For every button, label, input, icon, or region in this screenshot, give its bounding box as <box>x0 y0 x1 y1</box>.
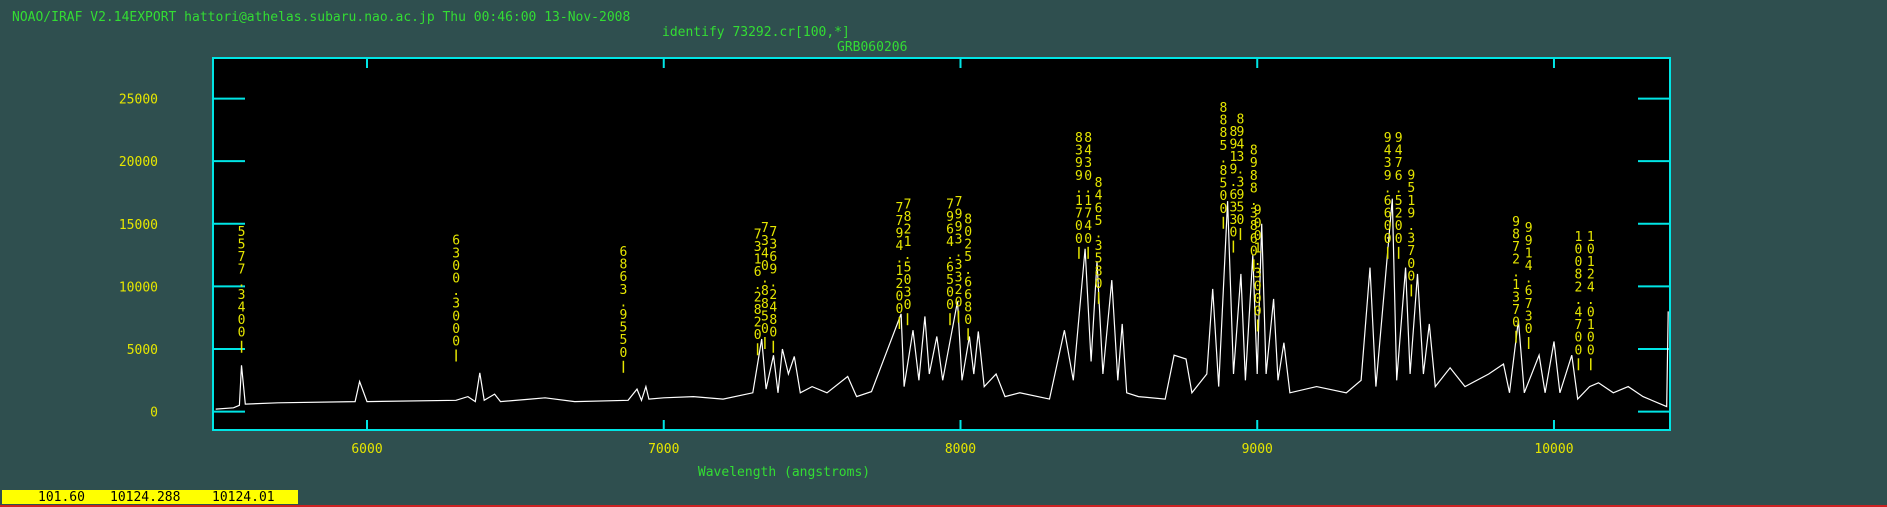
x-tick-label: 6000 <box>351 442 382 457</box>
x-tick-label: 8000 <box>945 442 976 457</box>
status-bar <box>2 490 298 504</box>
x-tick-label: 10000 <box>1534 442 1573 457</box>
y-tick-label: 0 <box>150 406 158 421</box>
y-tick-label: 10000 <box>119 280 158 295</box>
command-line: identify 73292.cr[100,*] <box>662 25 850 40</box>
spectrum <box>215 198 1669 410</box>
y-tick-label: 5000 <box>127 343 158 358</box>
status-field: 101.60 <box>38 490 85 505</box>
header-line: NOAO/IRAF V2.14EXPORT hattori@athelas.su… <box>12 10 630 25</box>
plot-title: GRB060206 <box>837 40 907 55</box>
y-tick-label: 15000 <box>119 218 158 233</box>
status-field: 10124.288 <box>110 490 180 505</box>
x-axis-label: Wavelength (angstroms) <box>698 465 870 480</box>
window-border <box>0 505 1887 507</box>
plot: 0 5000 10000 15000 20000 25000 6000 7000 8000 900… <box>119 58 1670 457</box>
x-tick-label: 9000 <box>1242 442 1273 457</box>
plot-frame <box>212 57 1671 431</box>
x-tick-label: 7000 <box>648 442 679 457</box>
y-tick-label: 25000 <box>119 93 158 108</box>
y-tick-label: 20000 <box>119 155 158 170</box>
status-field: 10124.01 <box>212 490 275 505</box>
